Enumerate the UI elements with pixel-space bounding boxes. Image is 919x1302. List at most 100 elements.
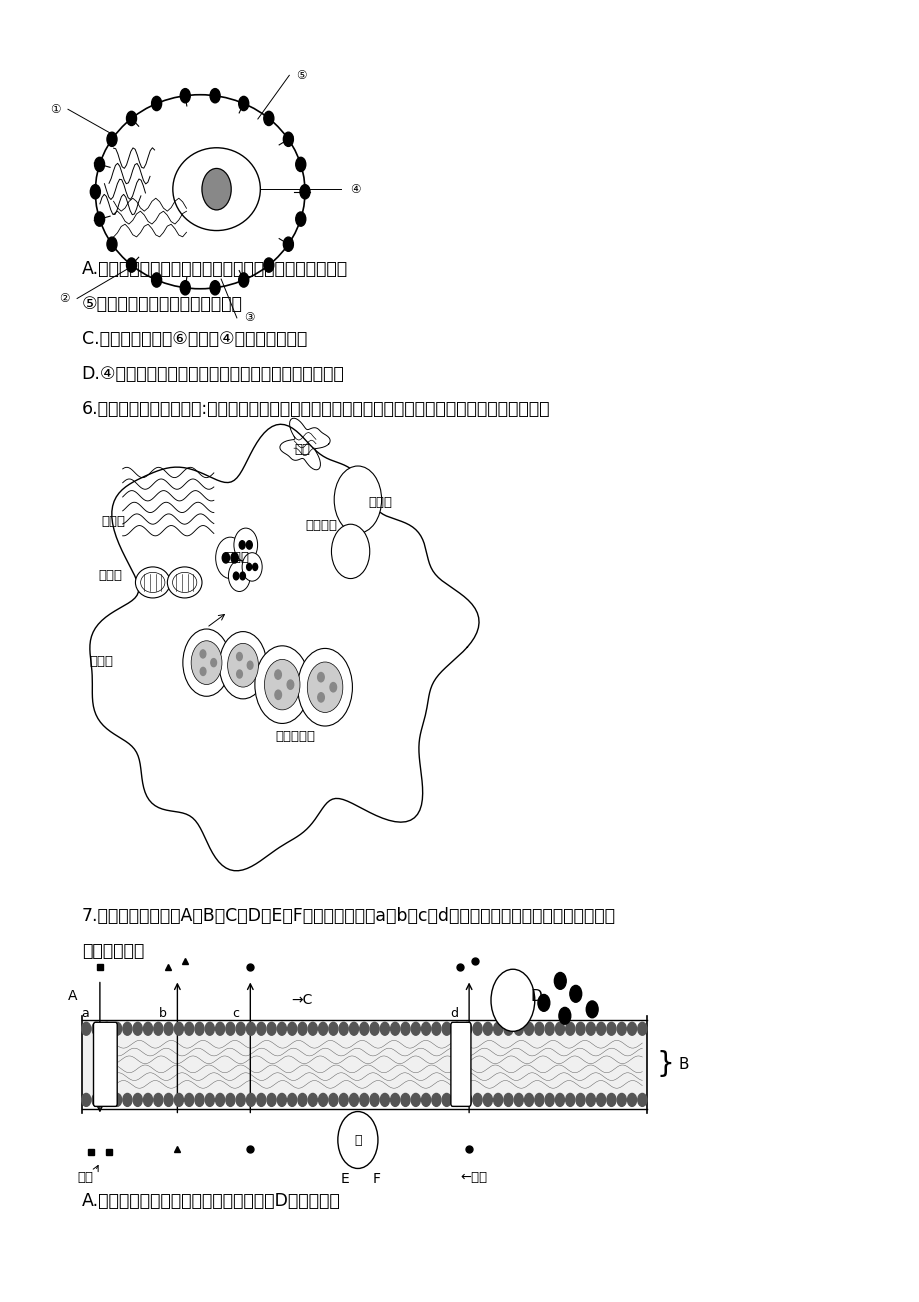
Circle shape bbox=[215, 538, 244, 578]
Circle shape bbox=[339, 1022, 348, 1035]
Circle shape bbox=[617, 1094, 626, 1107]
Circle shape bbox=[295, 158, 305, 172]
Circle shape bbox=[328, 1094, 337, 1107]
Circle shape bbox=[391, 1094, 399, 1107]
Circle shape bbox=[236, 1094, 245, 1107]
Circle shape bbox=[295, 212, 305, 227]
Text: 线粒体: 线粒体 bbox=[98, 569, 122, 582]
Text: d: d bbox=[449, 1006, 458, 1019]
Circle shape bbox=[534, 1022, 543, 1035]
Text: ④: ④ bbox=[350, 182, 361, 195]
Circle shape bbox=[215, 1094, 224, 1107]
Circle shape bbox=[349, 1094, 358, 1107]
Text: a: a bbox=[81, 1006, 89, 1019]
Circle shape bbox=[637, 1094, 646, 1107]
Circle shape bbox=[205, 1094, 214, 1107]
Text: 自噬体: 自噬体 bbox=[89, 655, 113, 668]
Text: →C: →C bbox=[291, 993, 312, 1008]
Circle shape bbox=[627, 1022, 636, 1035]
Circle shape bbox=[231, 552, 238, 562]
Circle shape bbox=[308, 1022, 317, 1035]
Circle shape bbox=[246, 540, 252, 549]
Circle shape bbox=[544, 1022, 553, 1035]
Circle shape bbox=[228, 560, 250, 591]
Circle shape bbox=[233, 529, 257, 561]
Text: 吞噬体: 吞噬体 bbox=[369, 496, 392, 509]
Circle shape bbox=[401, 1022, 410, 1035]
Text: A.人体成熟的红细胞中核孔数目较少，阻碍到物质的运输: A.人体成熟的红细胞中核孔数目较少，阻碍到物质的运输 bbox=[82, 260, 347, 279]
Circle shape bbox=[267, 1022, 276, 1035]
Text: C.衰老的细胞中，⑥内折，④收缩、染色变浅: C.衰老的细胞中，⑥内折，④收缩、染色变浅 bbox=[82, 331, 307, 348]
Circle shape bbox=[107, 237, 117, 251]
Circle shape bbox=[152, 273, 162, 288]
Circle shape bbox=[283, 237, 293, 251]
Circle shape bbox=[524, 1022, 533, 1035]
Circle shape bbox=[183, 629, 230, 697]
Text: A: A bbox=[67, 990, 77, 1004]
Circle shape bbox=[191, 641, 221, 685]
Text: }: } bbox=[655, 1051, 673, 1078]
Circle shape bbox=[482, 1022, 492, 1035]
Circle shape bbox=[331, 525, 369, 578]
Circle shape bbox=[264, 258, 274, 272]
Circle shape bbox=[462, 1022, 471, 1035]
Circle shape bbox=[267, 1094, 276, 1107]
Text: 吞噬作用: 吞噬作用 bbox=[305, 519, 336, 533]
Circle shape bbox=[421, 1094, 430, 1107]
Text: ←能量: ←能量 bbox=[460, 1170, 486, 1184]
FancyBboxPatch shape bbox=[450, 1022, 471, 1107]
Circle shape bbox=[317, 673, 323, 682]
Circle shape bbox=[210, 659, 216, 667]
Circle shape bbox=[494, 1022, 502, 1035]
Circle shape bbox=[339, 1094, 348, 1107]
Circle shape bbox=[300, 185, 310, 199]
Circle shape bbox=[227, 643, 258, 687]
Circle shape bbox=[596, 1022, 605, 1035]
Circle shape bbox=[452, 1022, 461, 1035]
Circle shape bbox=[185, 1022, 194, 1035]
Circle shape bbox=[575, 1094, 584, 1107]
Circle shape bbox=[369, 1094, 379, 1107]
Circle shape bbox=[411, 1022, 420, 1035]
Circle shape bbox=[123, 1094, 131, 1107]
Circle shape bbox=[391, 1022, 399, 1035]
Circle shape bbox=[239, 540, 244, 549]
Circle shape bbox=[318, 1022, 327, 1035]
Circle shape bbox=[143, 1094, 153, 1107]
Text: D: D bbox=[529, 990, 541, 1004]
Circle shape bbox=[359, 1094, 369, 1107]
Circle shape bbox=[236, 671, 242, 678]
Circle shape bbox=[246, 1022, 255, 1035]
Circle shape bbox=[585, 1001, 597, 1018]
Circle shape bbox=[275, 671, 281, 680]
Circle shape bbox=[494, 1094, 502, 1107]
Text: A.假设是癌细胞的细胞膜，那么膜上物质D的含量减少: A.假设是癌细胞的细胞膜，那么膜上物质D的含量减少 bbox=[82, 1191, 340, 1210]
Text: ①: ① bbox=[51, 103, 61, 116]
Text: 能量: 能量 bbox=[77, 1170, 93, 1184]
Circle shape bbox=[133, 1022, 142, 1035]
Circle shape bbox=[153, 1094, 163, 1107]
Circle shape bbox=[123, 1022, 131, 1035]
Circle shape bbox=[95, 158, 105, 172]
Circle shape bbox=[585, 1094, 595, 1107]
Circle shape bbox=[617, 1022, 626, 1035]
Circle shape bbox=[205, 1022, 214, 1035]
Circle shape bbox=[298, 648, 352, 727]
Circle shape bbox=[298, 1022, 307, 1035]
Circle shape bbox=[565, 1094, 574, 1107]
Circle shape bbox=[143, 1022, 153, 1035]
Circle shape bbox=[328, 1022, 337, 1035]
Circle shape bbox=[127, 111, 136, 125]
Circle shape bbox=[82, 1094, 91, 1107]
Circle shape bbox=[349, 1022, 358, 1035]
Circle shape bbox=[524, 1094, 533, 1107]
Circle shape bbox=[92, 1022, 101, 1035]
Circle shape bbox=[264, 111, 274, 125]
Circle shape bbox=[298, 1094, 307, 1107]
Circle shape bbox=[287, 680, 293, 689]
Circle shape bbox=[236, 652, 242, 660]
Circle shape bbox=[565, 1022, 574, 1035]
Circle shape bbox=[308, 1094, 317, 1107]
Text: F: F bbox=[371, 1172, 380, 1186]
Circle shape bbox=[236, 1022, 245, 1035]
